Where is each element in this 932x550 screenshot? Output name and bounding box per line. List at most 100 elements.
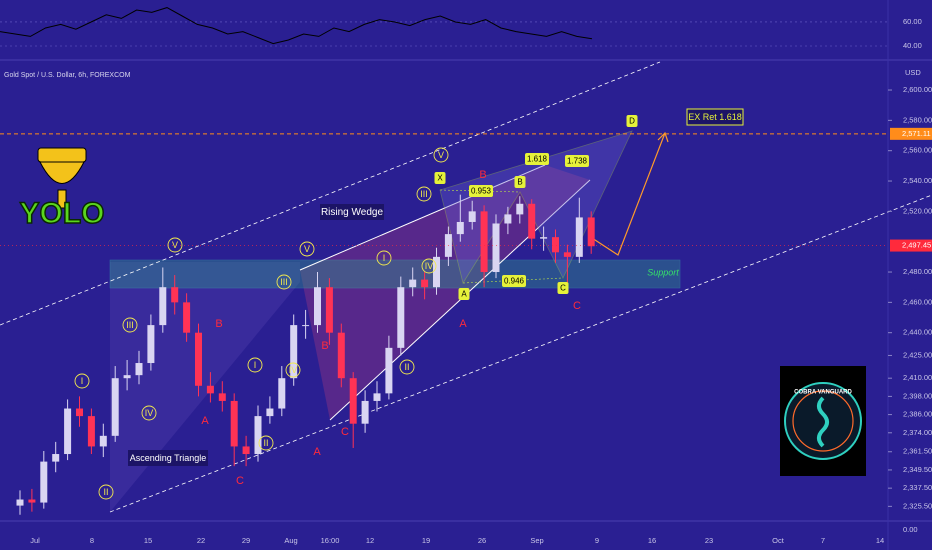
candle-body xyxy=(183,302,191,333)
x-tick-label: 23 xyxy=(705,536,713,545)
point-box xyxy=(434,172,446,184)
correction-label: A xyxy=(201,415,209,427)
candle-body xyxy=(242,446,250,455)
candle-body xyxy=(397,287,405,348)
wave-label: III xyxy=(126,320,134,330)
wedge-lower xyxy=(329,179,591,421)
y-tick-label: 2,440.00 xyxy=(903,328,932,337)
harmonic-pattern xyxy=(439,130,633,285)
wave-circle xyxy=(141,405,157,421)
candle-body xyxy=(563,252,571,257)
wave-circle xyxy=(299,241,315,257)
x-tick-label: 26 xyxy=(478,536,486,545)
support-zone xyxy=(109,259,681,289)
wave-circle xyxy=(122,317,138,333)
point-box xyxy=(502,275,526,287)
wave-label: V xyxy=(304,244,310,254)
candle-body xyxy=(76,408,83,417)
x-tick-label: 16 xyxy=(648,536,656,545)
currency: USD xyxy=(905,68,921,77)
wave-circle xyxy=(376,250,392,266)
wave-circle xyxy=(258,435,274,451)
wave-circle xyxy=(433,147,449,163)
candle-body xyxy=(337,332,345,379)
point-label: 1.738 xyxy=(567,157,588,166)
point-box xyxy=(557,282,569,294)
candle-body xyxy=(40,461,48,503)
wave-label: II xyxy=(263,438,268,448)
candle-body xyxy=(385,347,393,394)
price-tag-label: 2,571.11 xyxy=(902,129,931,138)
x-tick-label: 22 xyxy=(197,536,205,545)
y-tick-label: 2,480.00 xyxy=(903,267,932,276)
candle-body xyxy=(254,416,262,455)
logo-text: COBRA VANGUARD xyxy=(794,390,852,396)
rsi-tick-label: 40.00 xyxy=(903,41,922,50)
y-tick-label: 2,425.00 xyxy=(903,350,932,359)
candle-body xyxy=(302,325,310,327)
point-box xyxy=(458,288,470,300)
candle-body xyxy=(278,378,286,409)
yolo-logo: YOLO xyxy=(19,147,105,231)
y-tick-label: 2,386.00 xyxy=(903,410,932,419)
candle-body xyxy=(230,400,238,447)
x-tick-label: Oct xyxy=(772,536,785,545)
volume-tick-label: 0.00 xyxy=(903,525,918,534)
wave-label: III xyxy=(280,277,288,287)
candle-body xyxy=(99,435,107,447)
candle-body xyxy=(52,454,60,462)
y-tick-label: 2,410.00 xyxy=(903,373,932,382)
candle-body xyxy=(373,393,381,401)
point-label: A xyxy=(461,290,467,299)
y-tick-label: 2,560.00 xyxy=(903,146,932,155)
symbol-title: Gold Spot / U.S. Dollar, 6h, FOREXCOM xyxy=(4,72,131,79)
correction-label: B xyxy=(215,318,222,330)
pattern-box xyxy=(128,450,208,466)
point-label: C xyxy=(560,284,566,293)
wave-label: V xyxy=(438,150,444,160)
correction-label: A xyxy=(459,318,467,330)
y-tick-label: 2,398.00 xyxy=(903,391,932,400)
cobra-logo: COBRA VANGUARD xyxy=(780,366,866,476)
x-tick-label: Jul xyxy=(30,536,40,545)
correction-label: B xyxy=(479,169,486,181)
x-tick-label: 12 xyxy=(366,536,374,545)
price-tag-label: 2,497.45 xyxy=(902,241,931,250)
correction-label: C xyxy=(341,426,349,438)
correction-label: C xyxy=(236,475,244,487)
candle-body xyxy=(171,287,179,303)
candle-body xyxy=(575,217,583,257)
x-tick-label: 19 xyxy=(422,536,430,545)
correction-label: C xyxy=(573,300,581,312)
wave-label: II xyxy=(404,362,409,372)
y-tick-label: 2,374.00 xyxy=(903,428,932,437)
wave-circle xyxy=(416,186,432,202)
candle-body xyxy=(111,378,119,436)
logo-text: YOLO xyxy=(19,197,104,230)
x-tick-label: 16:00 xyxy=(321,536,340,545)
candle-body xyxy=(540,237,548,239)
candle-body xyxy=(206,385,214,394)
x-tick-label: 7 xyxy=(821,536,825,545)
candle-body xyxy=(349,378,357,424)
candle-body xyxy=(135,363,143,376)
pattern-box xyxy=(686,108,744,126)
wave-circle xyxy=(247,357,263,373)
point-box xyxy=(565,155,589,167)
candle-body xyxy=(468,211,476,222)
candle-body xyxy=(528,203,536,239)
candle-body xyxy=(218,393,226,401)
candle-body xyxy=(504,214,512,224)
candle-body xyxy=(433,256,440,288)
candle-body xyxy=(421,279,429,288)
y-tick-label: 2,540.00 xyxy=(903,176,932,185)
wave-circle xyxy=(167,237,183,253)
correction-label: B xyxy=(321,340,328,352)
correction-label: A xyxy=(313,446,321,458)
candle-body xyxy=(290,325,298,379)
candle-body xyxy=(480,211,488,273)
x-tick-label: 9 xyxy=(595,536,599,545)
projection xyxy=(591,132,666,256)
candle-body xyxy=(87,416,95,447)
